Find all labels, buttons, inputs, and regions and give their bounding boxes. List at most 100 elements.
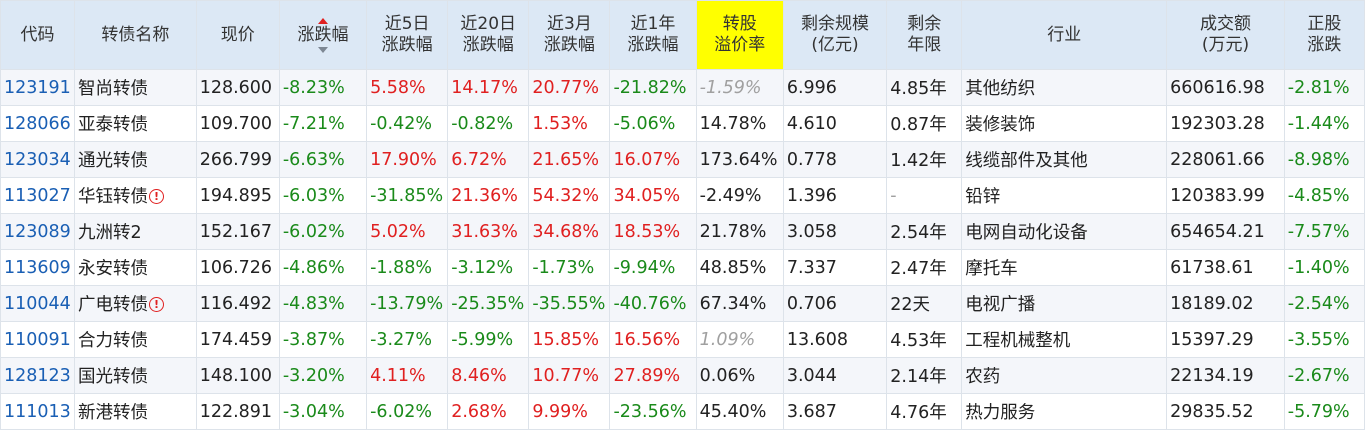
cell-change: -6.03% <box>278 177 368 214</box>
cell-stock-change-text: -5.79% <box>1287 401 1350 422</box>
cell-name[interactable]: 永安转债 <box>74 249 197 286</box>
cell-premium-text: 0.06% <box>699 365 756 386</box>
cell-code[interactable]: 110044 <box>0 285 76 322</box>
cell-change: -6.63% <box>278 141 368 178</box>
cell-name-text: 通光转债 <box>78 151 149 171</box>
cell-change: -7.21% <box>278 105 368 142</box>
cell-turnover: 22134.19 <box>1166 357 1285 394</box>
cell-change-text: -7.21% <box>282 113 345 134</box>
cell-chg1y-text: 16.07% <box>613 149 681 170</box>
cell-size-text: 3.687 <box>786 401 837 422</box>
cell-stock-change-text: -1.40% <box>1287 257 1350 278</box>
cell-chg1y: 27.89% <box>609 357 697 394</box>
cell-name[interactable]: 亚泰转债 <box>74 105 197 142</box>
cell-price-text: 109.700 <box>199 113 273 134</box>
col-header-price[interactable]: 现价 <box>195 0 280 70</box>
convertible-bond-table: 代码 转债名称 现价 涨跌幅 近5日 涨跌幅 近20日 涨跌幅 近3月 涨跌幅 近1年… <box>0 0 1365 430</box>
cell-premium: 1.09% <box>695 321 784 358</box>
cell-code[interactable]: 123034 <box>0 141 76 178</box>
cell-stock-change: -5.79% <box>1283 393 1365 430</box>
table-row[interactable]: 110044 广电转债! 116.492 -4.83% -13.79% -25.35% -3… <box>0 285 1365 322</box>
cell-code[interactable]: 123089 <box>0 213 76 250</box>
col-header-size[interactable]: 剩余规模 (亿元) <box>782 0 888 70</box>
cell-premium: 67.34% <box>695 285 784 322</box>
col-header-premium-line1: 转股 <box>722 14 757 34</box>
cell-change-text: -4.83% <box>282 293 345 314</box>
col-header-years[interactable]: 剩余 年限 <box>886 0 963 70</box>
warning-icon[interactable]: ! <box>149 297 165 312</box>
cell-chg20d-text: -3.12% <box>451 257 514 278</box>
cell-name[interactable]: 广电转债! <box>74 285 197 322</box>
cell-name[interactable]: 国光转债 <box>74 357 197 394</box>
cell-size: 7.337 <box>782 249 888 286</box>
table-row[interactable]: 123089 九洲转2 152.167 -6.02% 5.02% 31.63% 34.68%… <box>0 213 1365 250</box>
cell-price: 174.459 <box>195 321 280 358</box>
cell-name-text: 华钰转债 <box>78 187 149 207</box>
cell-code[interactable]: 128066 <box>0 105 76 142</box>
col-header-chg1y[interactable]: 近1年 涨跌幅 <box>609 0 697 70</box>
cell-years: 2.54年 <box>886 213 963 250</box>
cell-premium-text: 173.64% <box>699 149 778 170</box>
cell-name-text: 永安转债 <box>78 259 149 279</box>
col-header-industry[interactable]: 行业 <box>961 0 1168 70</box>
cell-code[interactable]: 111013 <box>0 393 76 430</box>
table-row[interactable]: 110091 合力转债 174.459 -3.87% -3.27% -5.99% 15.85… <box>0 321 1365 358</box>
col-header-chg5d[interactable]: 近5日 涨跌幅 <box>366 0 449 70</box>
cell-change-text: -8.23% <box>282 77 345 98</box>
col-header-name[interactable]: 转债名称 <box>74 0 197 70</box>
cell-change: -4.86% <box>278 249 368 286</box>
cell-price-text: 148.100 <box>199 365 273 386</box>
cell-premium-text: -1.59% <box>699 77 762 98</box>
cell-name[interactable]: 新港转债 <box>74 393 197 430</box>
cell-industry-text: 装修装饰 <box>965 115 1036 135</box>
cell-code[interactable]: 113027 <box>0 177 76 214</box>
col-header-stock-change[interactable]: 正股 涨跌 <box>1283 0 1365 70</box>
table-row[interactable]: 128123 国光转债 148.100 -3.20% 4.11% 8.46% 10.77% 2… <box>0 357 1365 394</box>
cell-premium-text: 14.78% <box>699 113 767 134</box>
cell-chg3m: 20.77% <box>528 69 611 106</box>
col-header-chg1y-line2: 涨跌幅 <box>627 35 679 55</box>
col-header-turnover[interactable]: 成交额 (万元) <box>1166 0 1285 70</box>
cell-turnover: 192303.28 <box>1166 105 1285 142</box>
cell-chg3m-text: 21.65% <box>532 149 600 170</box>
table-row[interactable]: 123034 通光转债 266.799 -6.63% 17.90% 6.72% 21.65%… <box>0 141 1365 178</box>
table-row[interactable]: 128066 亚泰转债 109.700 -7.21% -0.42% -0.82% 1.53%… <box>0 105 1365 142</box>
sort-indicator[interactable]: 涨跌幅 <box>297 17 348 53</box>
col-header-code[interactable]: 代码 <box>0 0 76 70</box>
cell-name[interactable]: 华钰转债! <box>74 177 197 214</box>
cell-industry-text: 电视广播 <box>965 295 1036 315</box>
cell-code[interactable]: 110091 <box>0 321 76 358</box>
table-row[interactable]: 111013 新港转债 122.891 -3.04% -6.02% 2.68% 9.99% -… <box>0 393 1365 430</box>
cell-industry: 工程机械整机 <box>961 321 1168 358</box>
cell-industry-text: 热力服务 <box>965 403 1036 423</box>
table-row[interactable]: 113027 华钰转债! 194.895 -6.03% -31.85% 21.36% 54.… <box>0 177 1365 214</box>
table-row[interactable]: 113609 永安转债 106.726 -4.86% -1.88% -3.12% -1.73… <box>0 249 1365 286</box>
cell-chg5d-text: -0.42% <box>370 113 432 134</box>
cell-code[interactable]: 123191 <box>0 69 76 106</box>
col-header-change[interactable]: 涨跌幅 <box>278 0 368 70</box>
cell-change-text: -3.20% <box>282 365 345 386</box>
cell-name[interactable]: 九洲转2 <box>74 213 197 250</box>
col-header-chg3m[interactable]: 近3月 涨跌幅 <box>528 0 611 70</box>
cell-years: 2.14年 <box>886 357 963 394</box>
cell-years-text: 1.42年 <box>890 151 947 171</box>
cell-code[interactable]: 113609 <box>0 249 76 286</box>
col-header-premium[interactable]: 转股 溢价率 <box>695 0 784 70</box>
cell-chg20d-text: 2.68% <box>451 401 507 422</box>
cell-name[interactable]: 智尚转债 <box>74 69 197 106</box>
col-header-chg20d[interactable]: 近20日 涨跌幅 <box>447 0 530 70</box>
cell-years: 22天 <box>886 285 963 322</box>
cell-code[interactable]: 128123 <box>0 357 76 394</box>
cell-name[interactable]: 通光转债 <box>74 141 197 178</box>
cell-name[interactable]: 合力转债 <box>74 321 197 358</box>
cell-chg5d: 5.02% <box>366 213 449 250</box>
table-row[interactable]: 123191 智尚转债 128.600 -8.23% 5.58% 14.17% 20.77%… <box>0 69 1365 106</box>
warning-icon[interactable]: ! <box>149 189 165 204</box>
cell-stock-change: -4.85% <box>1283 177 1365 214</box>
cell-stock-change: -2.81% <box>1283 69 1365 106</box>
cell-code-text: 123089 <box>4 221 71 242</box>
cell-chg5d-text: 5.02% <box>370 221 426 242</box>
cell-stock-change: -3.55% <box>1283 321 1365 358</box>
col-header-years-line2: 年限 <box>907 35 942 55</box>
cell-premium: 173.64% <box>695 141 784 178</box>
